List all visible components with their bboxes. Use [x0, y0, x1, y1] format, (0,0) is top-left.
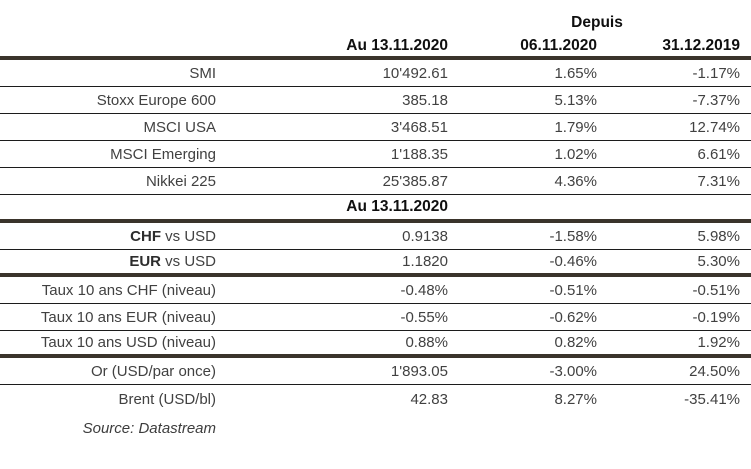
value-since-31-12: -0.51%: [692, 281, 740, 299]
value-since-06-11: -1.58%: [549, 227, 597, 245]
column-header-since-06-11: 06.11.2020: [520, 37, 597, 54]
value-since-06-11: -0.62%: [549, 308, 597, 326]
value-since-06-11: 1.65%: [554, 64, 597, 82]
row-label: MSCI Emerging: [0, 141, 225, 167]
empty-cell: [605, 195, 751, 219]
empty-cell: [0, 0, 225, 36]
value-asof: 42.83: [410, 390, 448, 408]
value-since-31-12: -7.37%: [692, 91, 740, 109]
value-asof: 1'893.05: [390, 362, 448, 380]
empty-cell: [455, 413, 605, 444]
table-row-msci-usa: MSCI USA 3'468.51 1.79% 12.74%: [0, 114, 751, 141]
row-label-text: Brent (USD/bl): [118, 390, 216, 408]
value-asof: 0.9138: [402, 227, 448, 245]
value-asof: -0.55%: [400, 308, 448, 326]
table-row-or: Or (USD/par once) 1'893.05 -3.00% 24.50%: [0, 358, 751, 385]
value-since-06-11: -0.46%: [549, 253, 597, 270]
row-label-text: MSCI USA: [143, 118, 216, 136]
value-asof: 1'188.35: [390, 145, 448, 163]
value-since-06-11: -0.51%: [549, 281, 597, 299]
table-row-taux-10-chf: Taux 10 ans CHF (niveau) -0.48% -0.51% -…: [0, 277, 751, 304]
row-label-text: Stoxx Europe 600: [96, 91, 216, 109]
table-row-stoxx: Stoxx Europe 600 385.18 5.13% -7.37%: [0, 87, 751, 114]
row-label-text: Taux 10 ans EUR (niveau): [40, 308, 216, 326]
section-header-row: Au 13.11.2020: [0, 195, 751, 223]
value-since-06-11: 5.13%: [554, 91, 597, 109]
value-since-31-12: 7.31%: [697, 172, 740, 190]
column-header-since-31-12: 31.12.2019: [662, 37, 740, 54]
value-since-31-12: -0.19%: [692, 308, 740, 326]
value-since-31-12: 24.50%: [689, 362, 740, 380]
row-label: Taux 10 ans EUR (niveau): [0, 304, 225, 330]
table-row-taux-10-eur: Taux 10 ans EUR (niveau) -0.55% -0.62% -…: [0, 304, 751, 331]
row-label: Brent (USD/bl): [0, 385, 225, 413]
markets-summary-table: Depuis Au 13.11.2020 06.11.2020 31.12.20…: [0, 0, 751, 444]
value-asof: 0.88%: [405, 334, 448, 351]
table-row-taux-10-usd: Taux 10 ans USD (niveau) 0.88% 0.82% 1.9…: [0, 331, 751, 358]
empty-cell: [455, 195, 605, 219]
empty-cell: [605, 413, 751, 444]
row-label: Nikkei 225: [0, 168, 225, 194]
row-label-bold: CHF: [130, 227, 161, 245]
row-label-text: SMI: [189, 64, 216, 82]
source-label: Source: Datastream: [82, 420, 216, 437]
empty-cell: [0, 195, 225, 219]
row-label: Stoxx Europe 600: [0, 87, 225, 113]
row-label: EUR vs USD: [0, 250, 225, 273]
section-header-asof: Au 13.11.2020: [346, 198, 448, 215]
value-since-06-11: 0.82%: [554, 334, 597, 351]
row-label: SMI: [0, 60, 225, 86]
row-label: Taux 10 ans USD (niveau): [0, 331, 225, 354]
value-since-06-11: 1.02%: [554, 145, 597, 163]
value-asof: 10'492.61: [382, 64, 448, 82]
value-since-31-12: 5.98%: [697, 227, 740, 245]
row-label: CHF vs USD: [0, 223, 225, 249]
row-label-bold: EUR: [129, 253, 161, 270]
value-since-31-12: 5.30%: [697, 253, 740, 270]
value-since-31-12: 12.74%: [689, 118, 740, 136]
row-label-text: Taux 10 ans CHF (niveau): [41, 281, 216, 299]
empty-cell: [225, 0, 455, 36]
column-header-row: Au 13.11.2020 06.11.2020 31.12.2019: [0, 36, 751, 60]
depuis-header-row: Depuis: [0, 0, 751, 36]
empty-cell: [225, 413, 455, 444]
value-since-31-12: 1.92%: [697, 334, 740, 351]
row-label: Or (USD/par once): [0, 358, 225, 384]
row-label-text: MSCI Emerging: [110, 145, 216, 163]
depuis-header: Depuis: [571, 14, 623, 31]
value-since-31-12: -1.17%: [692, 64, 740, 82]
value-since-31-12: -35.41%: [684, 390, 740, 408]
table-row-brent: Brent (USD/bl) 42.83 8.27% -35.41%: [0, 385, 751, 413]
row-label-text: Or (USD/par once): [90, 362, 216, 380]
table-row-eur-usd: EUR vs USD 1.1820 -0.46% 5.30%: [0, 250, 751, 277]
value-since-06-11: 1.79%: [554, 118, 597, 136]
table-row-nikkei: Nikkei 225 25'385.87 4.36% 7.31%: [0, 168, 751, 195]
row-label-text: vs USD: [160, 253, 216, 270]
value-since-06-11: 8.27%: [554, 390, 597, 408]
column-header-asof: Au 13.11.2020: [346, 37, 448, 54]
row-label-text: Taux 10 ans USD (niveau): [40, 334, 216, 351]
source-row: Source: Datastream: [0, 413, 751, 444]
value-asof: -0.48%: [400, 281, 448, 299]
row-label: Taux 10 ans CHF (niveau): [0, 277, 225, 303]
value-asof: 3'468.51: [390, 118, 448, 136]
table-row-chf-usd: CHF vs USD 0.9138 -1.58% 5.98%: [0, 223, 751, 250]
value-since-06-11: -3.00%: [549, 362, 597, 380]
table-row-smi: SMI 10'492.61 1.65% -1.17%: [0, 60, 751, 87]
value-asof: 385.18: [402, 91, 448, 109]
row-label-text: Nikkei 225: [145, 172, 216, 190]
row-label: MSCI USA: [0, 114, 225, 140]
empty-cell: [0, 36, 225, 56]
row-label-text: vs USD: [160, 227, 216, 245]
value-since-31-12: 6.61%: [697, 145, 740, 163]
value-asof: 25'385.87: [382, 172, 448, 190]
value-asof: 1.1820: [402, 253, 448, 270]
table-row-msci-emerging: MSCI Emerging 1'188.35 1.02% 6.61%: [0, 141, 751, 168]
value-since-06-11: 4.36%: [554, 172, 597, 190]
